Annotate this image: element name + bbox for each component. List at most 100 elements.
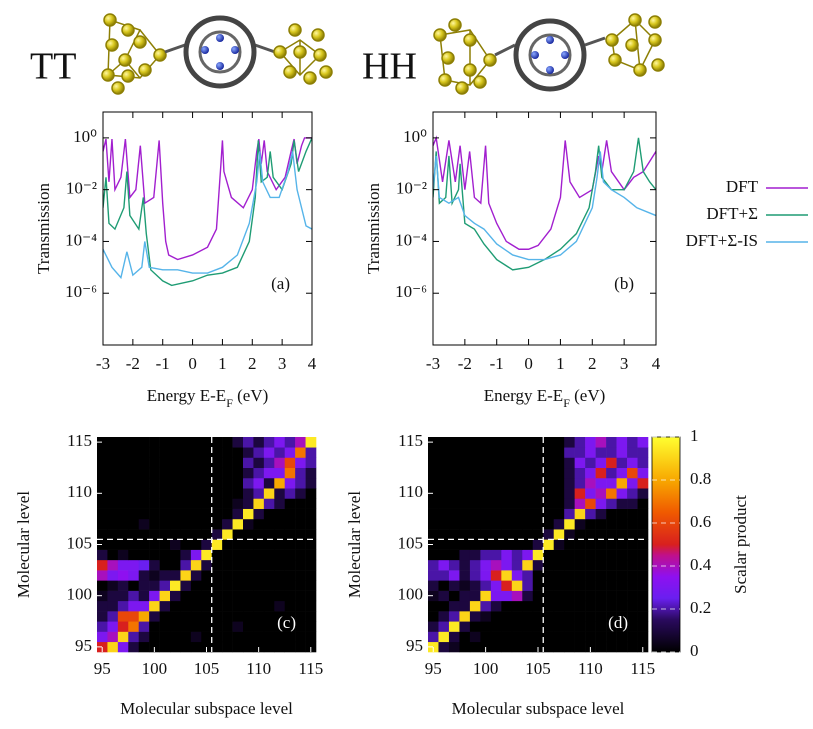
heatmap-cell [627,621,638,632]
heatmap-cell [459,519,470,530]
heatmap-cell [306,591,317,602]
heatmap-cell [512,560,523,571]
heatmap-cell [295,560,306,571]
heatmap-cell [306,488,317,499]
heatmap-cell [222,519,233,530]
heatmap-cell [470,478,481,489]
heatmap-cell [627,642,638,653]
heatmap-cell [554,457,565,468]
heatmap-cell [180,447,191,458]
heatmap-cell [201,498,212,509]
heatmap-cell [180,478,191,489]
heatmap-cell [222,498,233,509]
heatmap-cell [606,478,617,489]
heatmap-cell [128,488,139,499]
heatmap-cell [501,601,512,612]
heatmap-cell [295,580,306,591]
heatmap-cell [180,457,191,468]
heatmap-cell [617,550,628,561]
heatmap-cell [512,539,523,550]
heatmap-cell [459,550,470,561]
heatmap-cell [491,621,502,632]
heatmap-cell [512,621,523,632]
y-tick-label: 10⁻⁴ [65,230,97,249]
heatmap-cell [274,539,285,550]
heatmap-cell [522,457,533,468]
heatmap-cell [522,570,533,581]
heatmap-cell [149,591,160,602]
heatmap-cell [501,580,512,591]
heatmap-cell [285,457,296,468]
heatmap-cell [585,519,596,530]
heatmap-cell [522,468,533,479]
heatmap-cell [491,560,502,571]
heatmap-cell [222,529,233,540]
x-tick-label: 4 [308,354,317,373]
heatmap-cell [564,478,575,489]
heatmap-cell [533,457,544,468]
heatmap-cell [295,550,306,561]
heatmap-cell [522,509,533,520]
heatmap-cell [160,529,171,540]
heatmap-cell [160,519,171,530]
heatmap-cell [264,560,275,571]
heatmap-cell [585,539,596,550]
heatmap-cell [264,591,275,602]
heatmap-cell [491,457,502,468]
molecule-hh [434,14,664,94]
heatmap-cell [438,591,449,602]
heatmap-cell [253,570,264,581]
heatmap-cell [501,468,512,479]
heatmap-cell [180,498,191,509]
heatmap-cell [638,529,649,540]
heatmap-cell [596,519,607,530]
heatmap-cell [491,601,502,612]
heatmap-cell [306,437,317,448]
heatmap-cell [118,519,129,530]
heatmap-cell [97,632,108,643]
heatmap-cell [638,560,649,571]
heatmap-cell [627,529,638,540]
heatmap-cell [212,611,223,622]
heatmap-cell [191,498,202,509]
heatmap-cell [285,539,296,550]
heatmap-cell [480,437,491,448]
heatmap-cell [160,468,171,479]
heatmap-cell [139,591,150,602]
colorbar-label: Scalar product [731,495,750,594]
heatmap-cell [638,539,649,550]
heatmap-cell [449,642,460,653]
heatmap-cell [264,468,275,479]
heatmap-cell [139,621,150,632]
heatmap-cell [170,621,181,632]
heatmap-cell [274,488,285,499]
heatmap-cell [233,642,244,653]
y-tick-label: 100 [398,585,424,604]
heatmap-cell [160,601,171,612]
y-tick-label: 115 [67,431,92,450]
heatmap-cell [522,447,533,458]
heatmap-cell [449,447,460,458]
heatmap-cell [222,611,233,622]
heatmap-cell [107,642,118,653]
y-tick-label: 10⁻² [396,179,427,198]
heatmap-cell [428,570,439,581]
heatmap-cell [438,457,449,468]
y-tick-label: 110 [67,482,92,501]
heatmap-cell [533,478,544,489]
heatmap-cell [243,550,254,561]
heatmap-cell [233,488,244,499]
heatmap-cell [170,632,181,643]
heatmap-cell [554,632,565,643]
heatmap-cell [491,519,502,530]
heatmap-cell [170,539,181,550]
heatmap-cell [585,570,596,581]
heatmap-cell [564,580,575,591]
heatmap-cell [501,498,512,509]
heatmap-cell [627,550,638,561]
heatmap-cell [191,550,202,561]
y-tick-label: 10⁰ [403,127,427,146]
heatmap-cell [170,437,181,448]
page: TT HH 10⁰10⁻²10⁻⁴10⁻⁶-3-2-101234Energy E… [0,0,813,729]
heatmap-cell [243,611,254,622]
